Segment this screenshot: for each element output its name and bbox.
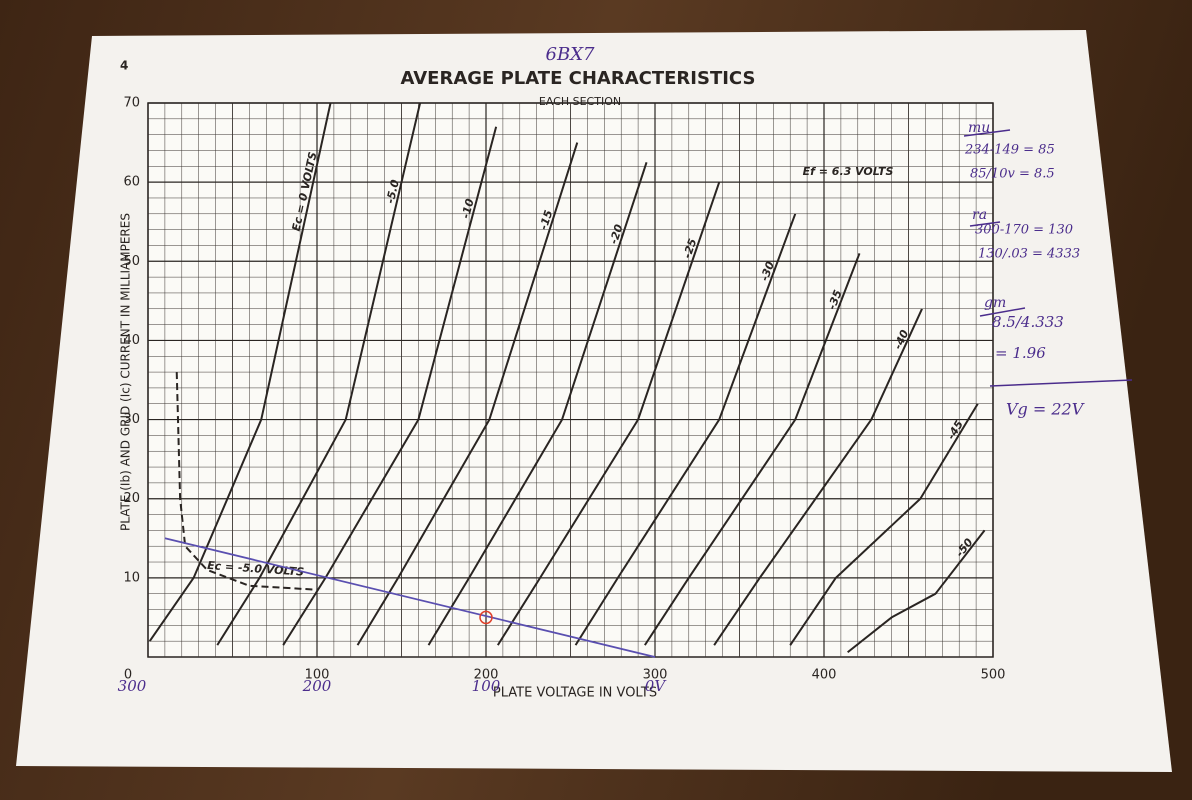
load-line: [164, 537, 656, 658]
plate-curve: [847, 529, 986, 654]
plate-curve: [789, 403, 979, 646]
secondary-x-tick-label: 0V: [645, 677, 668, 695]
y-tick-label: 10: [123, 570, 140, 585]
x-tick-label: 400: [812, 668, 837, 683]
x-tick-label: 200: [474, 668, 499, 683]
note: 8.5/4.333: [992, 313, 1064, 331]
divider: [989, 379, 1133, 387]
note: 85/10v = 8.5: [970, 167, 1055, 182]
plate-curve: [356, 142, 579, 646]
plate-curve: [713, 308, 923, 646]
y-tick-label: 30: [123, 412, 140, 427]
plate-curve: [496, 181, 721, 646]
secondary-x-tick-label: 100: [472, 677, 501, 695]
grid-current-curve: [175, 372, 318, 591]
plate-curve: [427, 162, 648, 646]
heater-note: Ef = 6.3 VOLTS: [803, 165, 894, 178]
x-tick-label: 300: [643, 668, 668, 683]
note: gm: [984, 295, 1006, 311]
plate-curve: [216, 102, 422, 646]
x-axis-label: PLATE VOLTAGE IN VOLTS: [493, 686, 657, 701]
secondary-x-tick-label: 300: [118, 677, 147, 695]
curve-label: -5.0: [384, 178, 402, 205]
plate-curve: [148, 102, 332, 642]
marks: Ec = 0 VOLTS -5.0-10 -15-20-25-30-35-40-45…: [148, 102, 986, 658]
y-tick-label: 20: [123, 491, 140, 506]
note: 300-170 = 130: [975, 223, 1073, 238]
handwritten-title: 6BX7: [546, 44, 595, 65]
note: = 1.96: [995, 344, 1046, 362]
underline: [969, 221, 1001, 227]
plate-curve: [282, 126, 498, 646]
y-tick-label: 60: [123, 175, 140, 190]
curve-label: -15: [537, 208, 556, 231]
underline: [979, 307, 1026, 317]
chart-subtitle: EACH SECTION: [539, 95, 621, 108]
handwritten-notes: mu 234-149 = 85 85/10v = 8.5 ra 300-170 …: [963, 120, 1133, 419]
x-tick-label: 0: [124, 668, 132, 683]
y-tick-label: 50: [123, 254, 140, 269]
operating-point: [479, 610, 493, 625]
x-tick-label: 500: [981, 668, 1006, 683]
curve-label: -25: [681, 237, 700, 260]
grid: [147, 102, 994, 657]
page-number: 4: [120, 59, 128, 73]
note: Vg = 22V: [1006, 400, 1085, 419]
note: ra: [972, 207, 987, 223]
note: mu: [968, 120, 990, 136]
underline: [963, 129, 1011, 137]
y-axis-label: PLATE (Ib) AND GRID (Ic) CURRENT IN MILL…: [119, 213, 133, 531]
y-tick-label: 40: [123, 333, 140, 348]
y-tick-label: 70: [123, 96, 140, 111]
plate-curve: [644, 253, 861, 646]
curve-label: -10: [459, 197, 477, 220]
note: 130/.03 = 4333: [978, 247, 1080, 262]
note: 234-149 = 85: [964, 143, 1055, 158]
secondary-x-tick-label: 200: [302, 677, 332, 695]
x-tick-label: 100: [305, 668, 330, 683]
curve-label: -20: [607, 222, 626, 245]
chart-title: AVERAGE PLATE CHARACTERISTICS: [401, 68, 756, 89]
plate-curve: [574, 213, 797, 646]
